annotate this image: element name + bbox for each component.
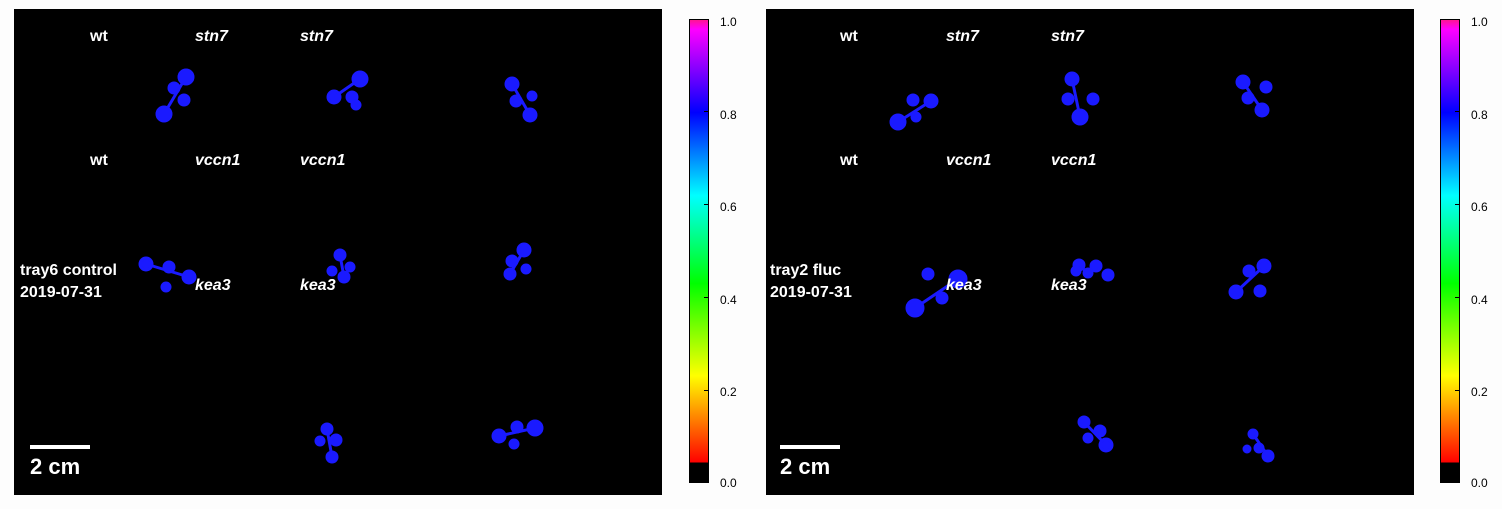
genotype-label: vccn1 <box>1051 152 1097 169</box>
plant-rosette <box>314 422 343 464</box>
colorbar-tick-label: 0.4 <box>1471 293 1488 307</box>
plant-rosette <box>326 70 369 111</box>
colorbar-right <box>1440 19 1460 483</box>
colorbar-left <box>689 19 709 483</box>
image-panel-right: wt stn7 stn7 wt vccn1 vccn1 kea3 kea3 tr… <box>766 9 1414 495</box>
plant-rosette <box>326 248 356 284</box>
genotype-label: vccn1 <box>946 152 992 169</box>
genotype-label: vccn1 <box>300 152 346 169</box>
genotype-label: stn7 <box>946 28 979 45</box>
plant-rosette <box>889 93 939 131</box>
plant-rosette <box>1235 74 1273 118</box>
genotype-label: kea3 <box>1051 277 1087 294</box>
colorbar-tick-label: 0.2 <box>1471 385 1488 399</box>
plant-rosette <box>1070 258 1115 282</box>
plant-rosettes <box>138 68 544 464</box>
colorbar-tick-label: 0.8 <box>1471 108 1488 122</box>
genotype-label: vccn1 <box>195 152 241 169</box>
tray-date: 2019-07-31 <box>770 284 852 301</box>
tray-label: tray2 fluc 2019-07-31 <box>770 260 852 304</box>
tray-name: tray2 fluc <box>770 262 842 279</box>
genotype-label: kea3 <box>946 277 982 294</box>
tray-date: 2019-07-31 <box>20 284 102 301</box>
genotype-label: wt <box>90 28 108 45</box>
image-panel-left: wt stn7 stn7 wt vccn1 vccn1 kea3 kea3 tr… <box>14 9 662 495</box>
colorbar-tick-label: 0.4 <box>720 293 737 307</box>
scale-label: 2 cm <box>30 454 81 479</box>
colorbar-tick-label: 0.6 <box>1471 200 1488 214</box>
plant-rosette <box>504 76 538 123</box>
tray-label: tray6 control 2019-07-31 <box>20 260 117 304</box>
plant-rosette <box>1242 428 1275 463</box>
scale-bar <box>30 445 90 449</box>
colorbar-tick-label: 0.6 <box>720 200 737 214</box>
plant-rosette <box>491 419 544 450</box>
plant-rosette <box>905 267 968 318</box>
genotype-label: stn7 <box>1051 28 1084 45</box>
colorbar-tick-label: 0.0 <box>720 476 737 490</box>
plant-rosette <box>1061 71 1100 126</box>
colorbar-tick-label: 1.0 <box>1471 15 1488 29</box>
tray-name: tray6 control <box>20 262 117 279</box>
plant-rosette <box>155 68 195 123</box>
genotype-label: wt <box>840 28 858 45</box>
plant-rosette <box>503 242 532 281</box>
colorbar-tick-label: 1.0 <box>720 15 737 29</box>
genotype-label: wt <box>90 152 108 169</box>
scale-label: 2 cm <box>780 454 831 479</box>
genotype-label: stn7 <box>195 28 228 45</box>
plant-rosettes <box>889 71 1275 463</box>
genotype-label: wt <box>840 152 858 169</box>
colorbar-tick-label: 0.8 <box>720 108 737 122</box>
plant-rosette <box>1228 258 1272 300</box>
scale-bar <box>780 445 840 449</box>
plant-rosette <box>1077 415 1114 453</box>
colorbar-tick-label: 0.2 <box>720 385 737 399</box>
genotype-label: kea3 <box>195 277 231 294</box>
plant-rosette <box>138 256 197 293</box>
genotype-label: stn7 <box>300 28 333 45</box>
genotype-label: kea3 <box>300 277 336 294</box>
colorbar-tick-label: 0.0 <box>1471 476 1488 490</box>
